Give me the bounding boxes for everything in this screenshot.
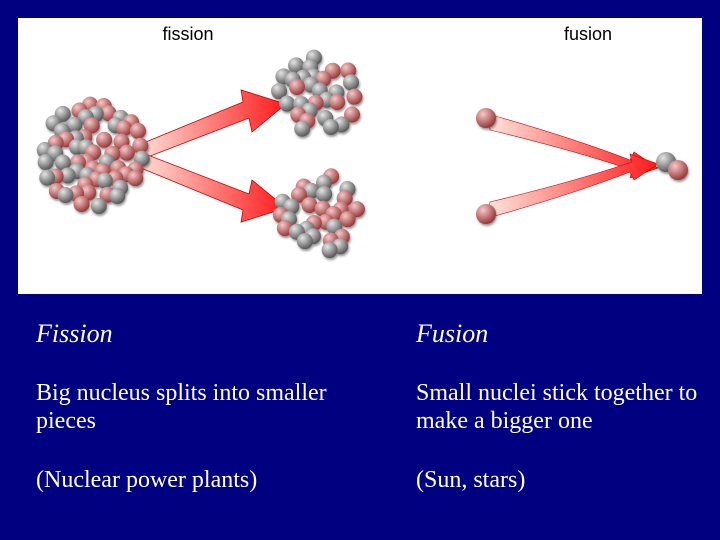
- fusion-input-particle-2: [476, 204, 496, 224]
- diagram-svg: fission fusion: [18, 18, 702, 294]
- fusion-output-nucleus: [656, 152, 688, 180]
- fission-arrow-upper: [136, 90, 286, 160]
- diagram-panel: fission fusion: [18, 18, 702, 294]
- diagram-label-fission: fission: [162, 24, 213, 44]
- fusion-arrow-lower: [488, 154, 658, 218]
- fission-product-nucleus-upper: [271, 50, 362, 137]
- fission-heading: Fission: [36, 320, 336, 349]
- fission-arrow-lower: [136, 152, 286, 222]
- fission-large-nucleus: [37, 97, 150, 214]
- fusion-heading: Fusion: [416, 320, 716, 349]
- fusion-input-particle-1: [476, 108, 496, 128]
- fission-example: (Nuclear power plants): [36, 466, 336, 495]
- fusion-description: Small nuclei stick together to make a bi…: [416, 379, 716, 437]
- fission-product-nucleus-lower: [273, 168, 365, 258]
- fission-description: Big nucleus splits into smaller pieces: [36, 379, 336, 437]
- fission-text-column: Fission Big nucleus splits into smaller …: [36, 320, 336, 495]
- fusion-example: (Sun, stars): [416, 466, 716, 495]
- fusion-text-column: Fusion Small nuclei stick together to ma…: [416, 320, 716, 495]
- diagram-label-fusion: fusion: [564, 24, 612, 44]
